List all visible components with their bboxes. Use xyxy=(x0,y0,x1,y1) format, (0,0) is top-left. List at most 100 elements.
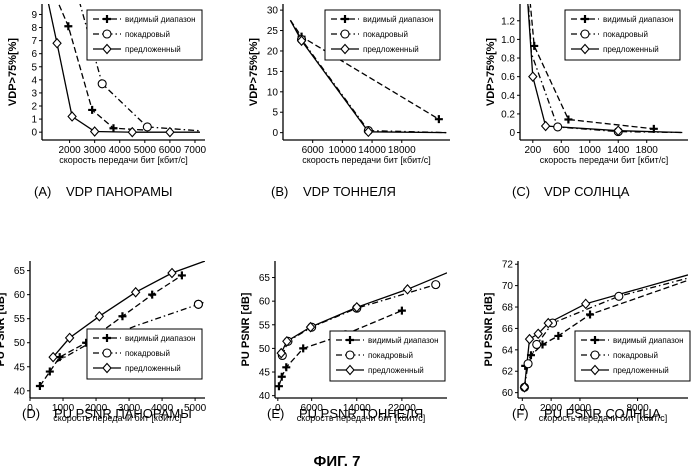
y-tick-label: 9 xyxy=(31,10,37,21)
panel-caption: PU PSNR СОЛНЦА xyxy=(544,406,661,421)
y-tick-label: 65 xyxy=(259,273,271,284)
legend-marker-circle xyxy=(346,351,354,359)
data-point-plus xyxy=(118,312,126,320)
legend: видимый диапазонпокадровыйпредложенный xyxy=(330,331,445,381)
data-point-plus xyxy=(148,291,156,299)
panel-caption-letter: (D) xyxy=(22,406,40,421)
y-tick-label: 65 xyxy=(14,266,26,277)
y-tick-label: 30 xyxy=(267,6,279,17)
y-tick-label: 1.2 xyxy=(501,16,515,27)
y-axis-label: VDP>75%[%] xyxy=(7,38,19,107)
y-tick-label: 0 xyxy=(31,128,37,139)
data-point-circle xyxy=(615,292,623,300)
data-point-plus xyxy=(178,271,186,279)
data-point-diamond xyxy=(95,312,103,321)
data-point-diamond xyxy=(526,335,534,344)
y-tick-label: 68 xyxy=(502,303,514,314)
figure-title: ФИГ. 7 xyxy=(314,453,361,470)
y-tick-label: 20 xyxy=(267,46,279,57)
panel-caption-letter: (F) xyxy=(512,406,529,421)
panel-e: 404550556065060001400022000скорость пере… xyxy=(240,261,447,423)
legend-label: предложенный xyxy=(613,366,669,375)
data-point-circle xyxy=(143,123,151,131)
data-point-plus xyxy=(46,368,54,376)
panel-d: 404550556065010002000300040005000скорост… xyxy=(0,261,207,423)
data-point-plus xyxy=(435,115,443,123)
panel-caption-letter: (C) xyxy=(512,184,530,199)
legend-label: покадровый xyxy=(613,351,658,360)
legend-label: видимый диапазон xyxy=(125,15,196,24)
data-point-diamond xyxy=(68,112,76,121)
y-tick-label: 0 xyxy=(272,128,278,139)
panel-c: 00.20.40.60.81.01.2200600100014001800ско… xyxy=(485,0,688,199)
y-tick-label: 25 xyxy=(267,26,279,37)
legend-label: покадровый xyxy=(363,30,408,39)
legend-label: предложенный xyxy=(363,45,419,54)
legend-marker-circle xyxy=(341,30,349,38)
legend-label: покадровый xyxy=(125,30,170,39)
data-point-plus xyxy=(64,22,72,30)
y-tick-label: 45 xyxy=(259,368,271,379)
legend-marker-circle xyxy=(591,351,599,359)
y-tick-label: 50 xyxy=(14,338,26,349)
legend-marker-circle xyxy=(103,30,111,38)
legend-label: видимый диапазон xyxy=(613,336,684,345)
y-tick-label: 0.8 xyxy=(501,54,515,65)
y-tick-label: 0.2 xyxy=(501,109,515,120)
y-tick-label: 66 xyxy=(502,324,514,335)
x-axis-label: скорость передачи бит [кбит/с] xyxy=(540,155,669,165)
data-point-diamond xyxy=(582,299,590,308)
y-tick-label: 5 xyxy=(272,108,278,119)
legend-label: видимый диапазон xyxy=(125,334,196,343)
data-point-plus xyxy=(282,363,290,371)
data-point-plus xyxy=(36,382,44,390)
y-tick-label: 72 xyxy=(502,260,514,271)
panel-caption-letter: (B) xyxy=(271,184,288,199)
data-point-circle xyxy=(533,340,541,348)
y-tick-label: 60 xyxy=(259,297,271,308)
legend: видимый диапазонпокадровыйпредложенный xyxy=(87,10,202,60)
data-point-diamond xyxy=(132,288,140,297)
legend-label: предложенный xyxy=(603,45,659,54)
y-tick-label: 70 xyxy=(502,281,514,292)
data-point-plus xyxy=(109,124,117,132)
y-tick-label: 8 xyxy=(31,23,37,34)
data-point-plus xyxy=(586,311,594,319)
legend-label: предложенный xyxy=(125,364,181,373)
data-point-circle xyxy=(524,360,532,368)
legend: видимый диапазонпокадровыйпредложенный xyxy=(565,10,680,60)
data-point-plus xyxy=(278,373,286,381)
y-tick-label: 15 xyxy=(267,67,279,78)
y-tick-label: 5 xyxy=(31,62,37,73)
y-tick-label: 0.6 xyxy=(501,72,515,83)
y-tick-label: 64 xyxy=(502,345,514,356)
data-point-diamond xyxy=(529,72,537,81)
legend-label: видимый диапазон xyxy=(603,15,674,24)
y-tick-label: 3 xyxy=(31,88,37,99)
y-axis-label: VDP>75%[%] xyxy=(485,38,497,107)
y-tick-label: 60 xyxy=(502,388,514,399)
y-axis-label: PU PSNR [dB] xyxy=(240,292,252,366)
data-point-diamond xyxy=(404,285,412,294)
data-point-diamond xyxy=(168,269,176,278)
y-tick-label: 62 xyxy=(502,367,514,378)
data-point-diamond xyxy=(542,122,550,131)
y-tick-label: 6 xyxy=(31,49,37,60)
data-point-plus xyxy=(88,106,96,114)
legend-label: видимый диапазон xyxy=(363,15,434,24)
y-axis-label: PU PSNR [dB] xyxy=(0,292,7,366)
legend-label: предложенный xyxy=(368,366,424,375)
data-point-circle xyxy=(554,123,562,131)
data-point-plus xyxy=(554,332,562,340)
panel-caption-letter: (A) xyxy=(34,184,51,199)
panel-a: 0123456789200030004000500060007000скорос… xyxy=(7,0,207,199)
y-tick-label: 55 xyxy=(259,320,271,331)
y-tick-label: 55 xyxy=(14,314,26,325)
data-point-circle xyxy=(194,300,202,308)
y-tick-label: 40 xyxy=(14,386,26,397)
legend: видимый диапазонпокадровыйпредложенный xyxy=(87,329,202,379)
data-point-diamond xyxy=(53,39,61,48)
y-tick-label: 0 xyxy=(509,128,515,139)
panel-f: 606264666870720200040008000скорость пере… xyxy=(483,260,690,423)
y-tick-label: 45 xyxy=(14,362,26,373)
